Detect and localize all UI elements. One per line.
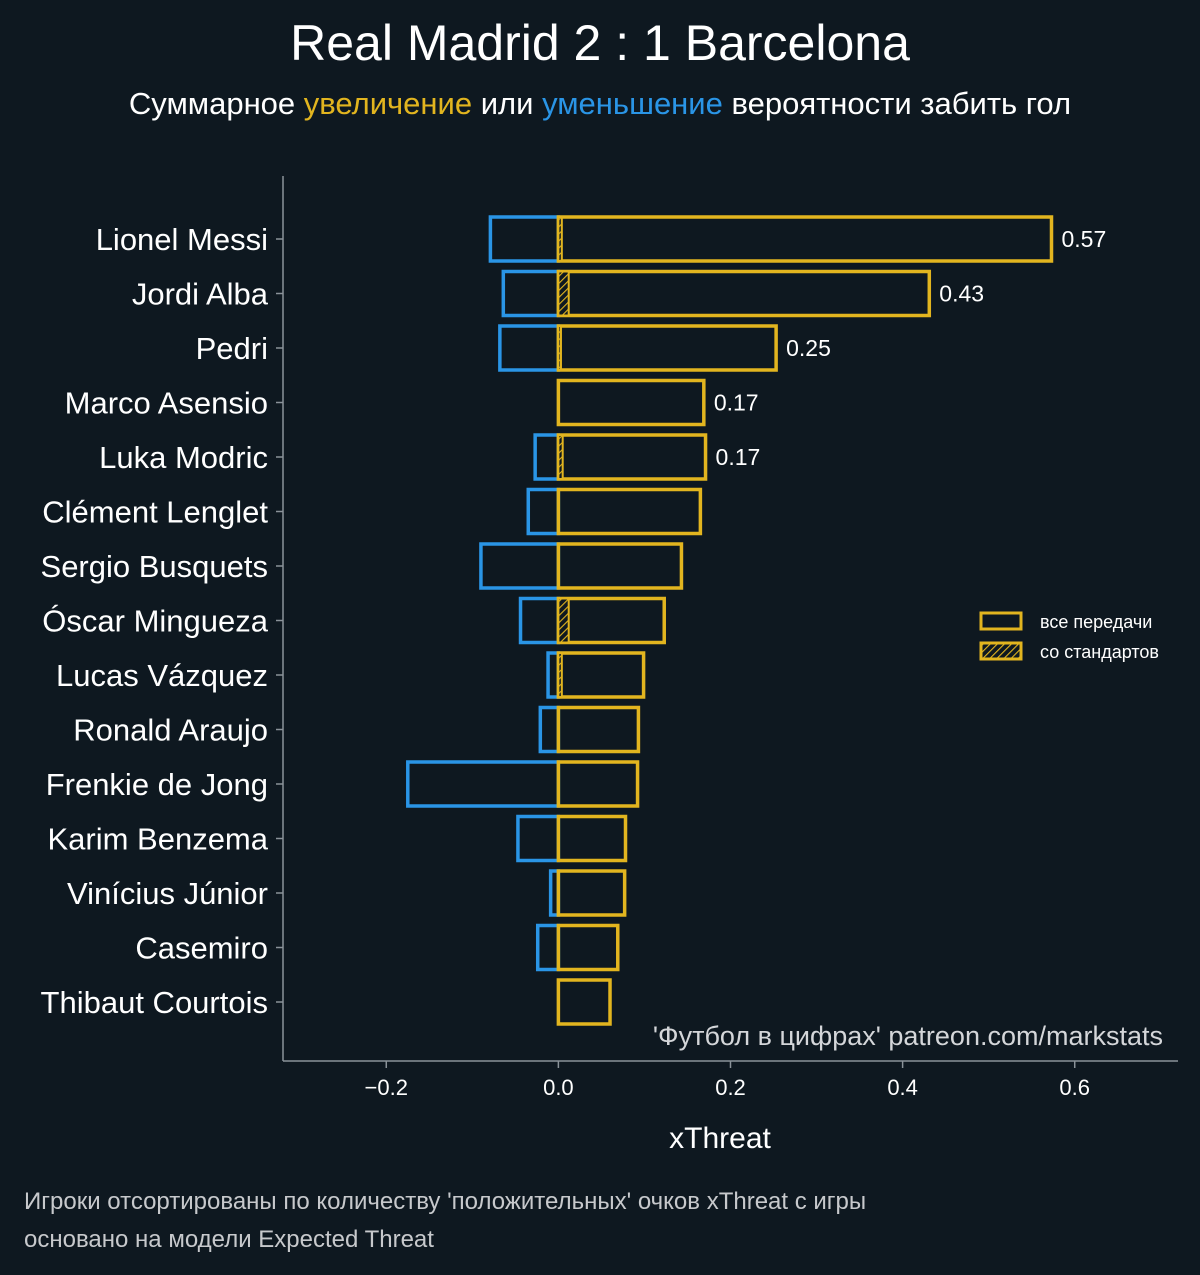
x-tick-label: 0.0 bbox=[543, 1075, 574, 1100]
bar-negative bbox=[406, 760, 561, 808]
legend-all-passes-label: все передачи bbox=[1040, 612, 1152, 632]
footnote-sorting: Игроки отсортированы по количеству 'поло… bbox=[24, 1188, 867, 1215]
bar-set-piece bbox=[557, 325, 562, 371]
bar-negative bbox=[518, 596, 561, 645]
bar-positive bbox=[556, 869, 627, 917]
bar-negative bbox=[516, 814, 561, 863]
bar-positive bbox=[556, 487, 703, 536]
subtitle-suffix: вероятности забить гол bbox=[731, 86, 1072, 121]
y-tick-label: Marco Asensio bbox=[65, 386, 268, 421]
y-tick-label: Sergio Busquets bbox=[41, 549, 268, 584]
bar-positive bbox=[556, 433, 708, 481]
subtitle-positive-word: увеличение bbox=[303, 86, 473, 121]
subtitle-middle: или bbox=[480, 86, 534, 121]
bar-set-piece bbox=[557, 434, 564, 480]
bar-positive bbox=[556, 378, 706, 427]
footnote-model: основано на модели Expected Threat bbox=[24, 1226, 434, 1253]
subtitle-negative-word: уменьшение bbox=[542, 86, 723, 121]
x-tick-label: 0.2 bbox=[715, 1075, 746, 1100]
bar-positive bbox=[556, 596, 666, 645]
y-tick-label: Óscar Mingueza bbox=[42, 604, 268, 639]
bar-negative bbox=[501, 269, 561, 318]
y-tick-label: Thibaut Courtois bbox=[41, 985, 268, 1020]
bar-set-piece bbox=[557, 270, 570, 317]
x-axis-title: xThreat bbox=[669, 1122, 771, 1155]
legend: все передачи со стандартов bbox=[979, 611, 1159, 662]
bar-positive bbox=[556, 542, 684, 590]
data-label: 0.17 bbox=[716, 444, 761, 470]
bar-negative bbox=[533, 433, 561, 481]
positive-bars bbox=[556, 215, 1054, 1026]
bar-negative bbox=[488, 215, 561, 263]
watermark: 'Футбол в цифрах' patreon.com/markstats bbox=[653, 1021, 1163, 1051]
bar-positive bbox=[556, 651, 646, 699]
bar-set-piece bbox=[557, 652, 563, 698]
y-tick-label: Clément Lenglet bbox=[42, 495, 268, 530]
data-label: 0.57 bbox=[1061, 226, 1106, 252]
bar-set-piece bbox=[557, 216, 563, 262]
bar-negative bbox=[498, 324, 561, 372]
bar-positive bbox=[556, 215, 1054, 263]
bar-positive bbox=[556, 324, 778, 372]
x-tick-label: 0.6 bbox=[1059, 1075, 1090, 1100]
y-tick-label: Karim Benzema bbox=[47, 822, 268, 857]
bar-negative bbox=[479, 542, 561, 590]
bar-positive bbox=[556, 269, 932, 318]
data-label: 0.17 bbox=[714, 390, 759, 416]
bar-negative bbox=[538, 705, 561, 754]
data-labels: 0.57 0.43 0.25 0.17 0.17 bbox=[714, 226, 1106, 470]
bar-positive bbox=[556, 814, 628, 863]
negative-bars bbox=[406, 215, 561, 972]
bar-positive bbox=[556, 978, 612, 1026]
y-tick-label: Luka Modric bbox=[99, 440, 268, 475]
data-label: 0.43 bbox=[939, 281, 984, 307]
subtitle-prefix: Суммарное bbox=[128, 86, 296, 121]
bar-negative bbox=[526, 487, 561, 536]
bar-positive bbox=[556, 923, 620, 972]
y-tick-label: Vinícius Júnior bbox=[67, 876, 268, 911]
set-piece-bars bbox=[557, 216, 570, 698]
legend-set-pieces-swatch bbox=[979, 641, 1023, 661]
y-tick-label: Casemiro bbox=[135, 931, 268, 966]
y-tick-label: Jordi Alba bbox=[132, 277, 269, 312]
x-tick-label: −0.2 bbox=[365, 1075, 408, 1100]
bar-positive bbox=[556, 760, 640, 808]
y-tick-label: Pedri bbox=[196, 331, 268, 366]
y-tick-label: Lucas Vázquez bbox=[56, 658, 268, 693]
data-label: 0.25 bbox=[786, 335, 831, 361]
x-tick-label: 0.4 bbox=[887, 1075, 918, 1100]
bar-set-piece bbox=[557, 597, 570, 644]
legend-set-pieces-label: со стандартов bbox=[1040, 642, 1159, 662]
y-tick-label: Frenkie de Jong bbox=[46, 767, 268, 802]
bar-negative bbox=[535, 923, 561, 972]
y-tick-label: Ronald Araujo bbox=[73, 713, 268, 748]
x-axis: −0.2 0.0 0.2 0.4 0.6 bbox=[282, 176, 1178, 1100]
chart-title: Real Madrid 2 : 1 Barcelona bbox=[290, 15, 910, 71]
legend-all-passes-swatch bbox=[979, 611, 1023, 631]
y-tick-label: Lionel Messi bbox=[96, 222, 268, 257]
chart-subtitle: Суммарное увеличение или уменьшение веро… bbox=[0, 86, 1200, 122]
bar-positive bbox=[556, 705, 641, 754]
y-axis-labels: Lionel Messi Jordi Alba Pedri Marco Asensio… bbox=[41, 222, 283, 1020]
